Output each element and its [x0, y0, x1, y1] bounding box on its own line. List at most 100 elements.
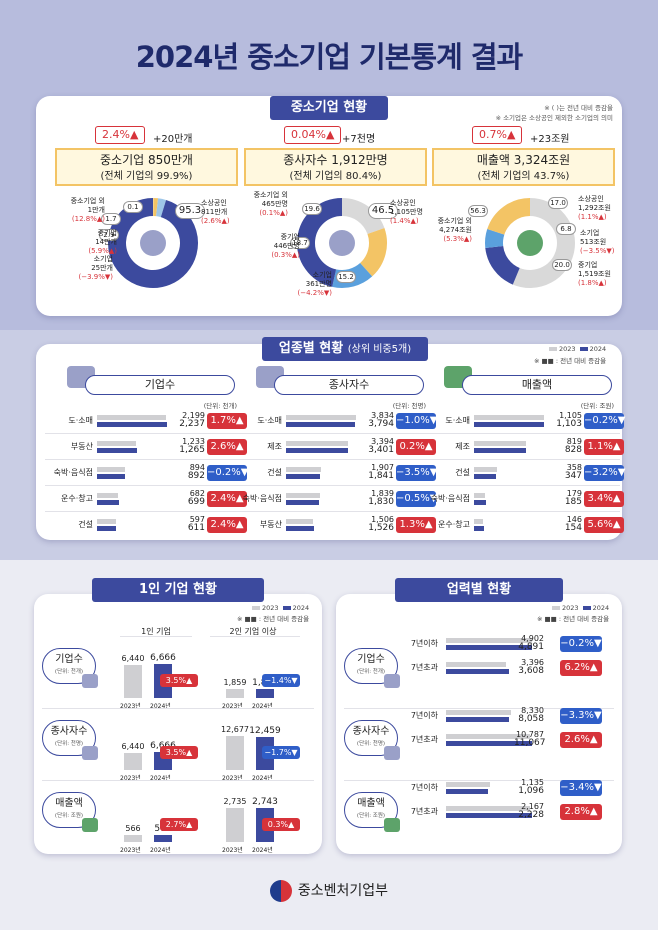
age-change-legend: ※ ■■ : 전년 대비 증감율: [537, 615, 610, 623]
solo-val-2024-1-1: 12,459: [249, 725, 281, 736]
legend-2023: 2023: [559, 345, 576, 353]
industry-val-2023-0-0: 2,199: [182, 411, 205, 420]
industry-unit-0: (단위: 천개): [203, 402, 237, 410]
age-chg-0-0: −0.2%▼: [560, 636, 602, 652]
industry-bar-2024-2-2: [474, 474, 496, 479]
overview-right-label-1-0: 소상공인 1,105만명 (1.4%▲): [390, 199, 423, 226]
left-label-chg-0-0: (12.8%▲): [71, 215, 105, 223]
overview-center-icon-0: [140, 230, 166, 256]
solo-col1-head: 1인 기업: [141, 627, 171, 636]
industry-val-2023-0-3: 682: [189, 489, 205, 498]
age-bar-2024-0-1: [446, 669, 510, 674]
age-chg-1-1: 2.6%▲: [560, 732, 602, 748]
footer-text: 중소벤처기업부: [297, 883, 389, 899]
industry-bar-2024-2-4: [474, 526, 484, 531]
age-val-2023-2-1: 2,167: [521, 802, 544, 811]
industry-bar-2023-0-4: [97, 519, 116, 524]
solo-year24-2-0: 2024년: [150, 847, 171, 854]
industry-row-label-0-2: 숙박·음식점: [53, 468, 93, 477]
right-label-chg-1-0: (1.4%▲): [390, 217, 419, 225]
left-label-chg-0-1: (5.9%▲): [88, 247, 117, 255]
right-label-name-0-0: 소상공인: [201, 199, 227, 207]
industry-chg-1-1: 0.2%▲: [396, 439, 436, 455]
footer-ministry: 중소벤처기업부: [0, 880, 658, 902]
industry-row-label-1-0: 도·소매: [257, 416, 282, 425]
industry-val-2023-2-1: 819: [566, 437, 582, 446]
age-row-icon-2: [384, 818, 400, 832]
industry-val-2024-0-1: 1,265: [179, 445, 205, 455]
industry-val-2024-1-4: 1,526: [368, 523, 394, 533]
solo-bar-2023-1-0: [124, 752, 142, 770]
solo-val-2024-0-0: 6,666: [150, 653, 176, 663]
industry-val-2023-1-3: 1,839: [371, 489, 394, 498]
solo-row-unit-2: (단위: 조원): [54, 813, 84, 819]
solo-year24-1-0: 2024년: [150, 775, 171, 782]
donut-slice-2-2: [485, 229, 505, 249]
left-label-chg-0-2: (−3.9%▼): [78, 273, 114, 281]
industry-bar-2023-0-3: [97, 493, 119, 498]
right-label-chg-2-1: (−3.5%▼): [580, 247, 615, 255]
industry-val-2023-1-2: 1,907: [371, 463, 394, 472]
industry-subtitle: (상위 비중5개): [347, 344, 412, 355]
solo-year23-1-0: 2023년: [120, 775, 141, 782]
overview-left-label-1-1: 중기업 446만명 (0.3%▲): [252, 233, 300, 260]
age-val-2024-1-0: 8,058: [518, 714, 544, 724]
solo-bar-2023-2-0: [124, 834, 142, 842]
industry-sep-2-3: [422, 511, 620, 512]
industry-chg-0-1: 2.6%▲: [207, 439, 247, 455]
industry-sep-1-3: [234, 511, 432, 512]
solo-bar-2023-1-1: [226, 736, 244, 770]
right-label-name-1-0: 소상공인: [390, 199, 416, 207]
industry-sep-0-2: [45, 485, 243, 486]
industry-bar-2023-2-1: [474, 441, 526, 446]
overview-change-1: 0.04%▲: [284, 126, 342, 144]
left-label-name-1-0: 중소기업 외: [253, 191, 288, 199]
age-bar-2023-0-0: [446, 638, 532, 643]
solo-year24-0-1: 2024년: [252, 703, 273, 710]
solo-val-2023-1-0: 6,440: [121, 741, 145, 751]
industry-bar-2024-2-0: [474, 422, 544, 427]
left-label-chg-2-0: (5.3%▲): [443, 235, 472, 243]
age-item-label-2-0: 7년이하: [410, 783, 438, 792]
right-label-chg-2-2: (1.8%▲): [578, 279, 607, 287]
industry-bar-2024-0-0: [97, 422, 167, 427]
industry-row-label-1-1: 제조: [267, 442, 282, 451]
age-row-name-1: 종사자수: [352, 726, 390, 737]
left-label-value-0-0: 1만개: [87, 206, 105, 214]
industry-bar-2023-0-2: [97, 467, 125, 472]
industry-sep-2-2: [422, 485, 620, 486]
left-label-name-0-1: 중기업: [97, 229, 117, 237]
solo-chg-2-1: 0.3%▲: [262, 818, 300, 831]
industry-val-2024-1-2: 1,841: [368, 471, 394, 481]
age-val-2023-2-0: 1,135: [521, 778, 544, 787]
industry-row-label-2-4: 운수·창고: [438, 520, 470, 529]
left-label-value-1-1: 446만명: [273, 242, 300, 250]
donut-slice-2-1: [485, 245, 521, 285]
solo-col2-line: [210, 636, 300, 637]
age-item-label-0-1: 7년초과: [410, 663, 438, 672]
industry-chg-1-0: −1.0%▼: [396, 413, 437, 429]
age-val-2024-0-0: 4,891: [518, 642, 544, 652]
age-val-2023-1-0: 8,330: [521, 706, 544, 715]
left-label-value-0-1: 14만개: [95, 238, 117, 246]
solo-val-2023-0-1: 1,859: [223, 677, 247, 687]
age-sep-0: [344, 708, 614, 709]
age-row-unit-0: (단위: 천개): [356, 669, 386, 675]
age-val-2023-1-1: 10,787: [516, 730, 544, 739]
solo-row-unit-1: (단위: 천명): [54, 741, 84, 747]
overview-left-label-1-0: 중소기업 외 465만명 (0.1%▲): [240, 191, 288, 218]
right-label-name-2-1: 소기업: [580, 229, 600, 237]
age-legend-2024: 2024: [592, 604, 610, 612]
industry-val-2024-2-4: 154: [564, 523, 582, 533]
age-bar-2023-2-1: [446, 806, 530, 811]
age-legend: 2023 2024: [550, 604, 609, 612]
donut-slice-0-2: [155, 198, 167, 218]
donut-value-0-2: 2.9: [99, 229, 119, 241]
solo-row-unit-0: (단위: 천개): [54, 669, 84, 675]
solo-sep-1: [42, 780, 314, 781]
solo-year24-2-1: 2024년: [252, 847, 273, 854]
industry-sep-2-0: [422, 433, 620, 434]
industry-legend: 2023 2024: [547, 345, 606, 353]
solo-col2-head: 2인 기업 이상: [229, 627, 277, 636]
solo-bar-2023-2-1: [226, 808, 244, 842]
